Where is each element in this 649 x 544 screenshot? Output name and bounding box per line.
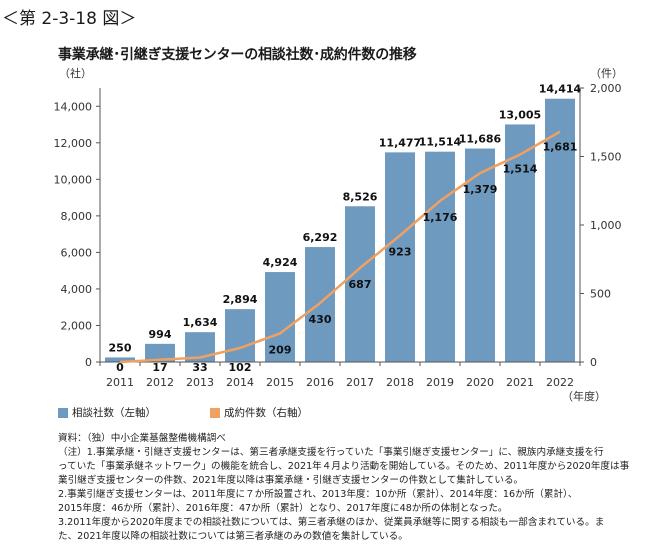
bar [145,343,175,362]
legend-line: 成約件数（右軸） [210,405,308,420]
bar [345,206,375,362]
note-1c: 業引継ぎ支援センターの件数、2021年度以降は事業承継・引継ぎ支援センターの件数… [58,475,524,486]
left-tick-label: 6,000 [61,246,93,259]
note-3b: た、2021年度以降の相談社数については第三者承継のみの数値を集計している。 [58,531,408,542]
x-axis-unit: （年度） [562,389,606,403]
right-tick-label: 1,500 [590,151,622,164]
bar [225,309,255,362]
right-tick-label: 0 [590,356,597,369]
line-value-label: 209 [269,343,292,356]
bar-value-label: 2,894 [223,293,258,306]
line-value-label: 687 [349,278,372,291]
bar-value-label: 11,514 [419,136,462,149]
line-value-label: 33 [192,361,207,374]
bar-value-label: 14,414 [539,83,582,96]
left-tick-label: 12,000 [54,137,93,150]
right-tick-label: 1,000 [590,219,622,232]
left-tick-label: 0 [85,356,92,369]
note-2b: 2015年度：46か所（累計）、2016年度：47か所（累計）となり、2017年… [58,503,508,514]
line-value-label: 1,379 [463,183,498,196]
figure-label: ＜第 2-3-18 図＞ [2,9,137,29]
line-value-label: 1,681 [543,141,578,154]
notes: 資料：（独）中小企業基盤整備機構調べ （注）1.事業承継・引継ぎ支援センターは、… [58,432,638,544]
left-tick-label: 8,000 [61,210,93,223]
bar [385,152,415,362]
left-tick-label: 14,000 [54,100,93,113]
note-1b: っていた「事業承継ネットワーク」の機能を統合し、2021年４月より活動を開始して… [58,461,630,472]
x-tick-label: 2016 [306,376,334,389]
note-3a: 3.2011年度から2020年度までの相談社数については、第三者承継のほか、従業… [58,517,605,528]
bar-value-label: 1,634 [183,316,218,329]
x-tick-label: 2014 [226,376,254,389]
bar-value-label: 13,005 [499,108,541,121]
bar [545,98,575,362]
left-axis-unit: （社） [59,66,92,80]
bar [425,151,455,362]
note-2a: 2.事業引継ぎ支援センターは、2011年度に７か所設置され、2013年度：10か… [58,489,578,500]
x-tick-label: 2021 [506,376,534,389]
legend-bar-swatch [58,407,68,418]
bar-value-label: 994 [149,328,172,341]
x-tick-label: 2019 [426,376,454,389]
line-value-label: 430 [309,313,332,326]
legend-line-label: 成約件数（右軸） [224,407,308,419]
line-value-label: 17 [152,361,167,374]
x-tick-label: 2015 [266,376,294,389]
bar-value-label: 4,924 [263,256,298,269]
bar [505,124,535,362]
x-tick-label: 2011 [106,376,134,389]
x-tick-label: 2018 [386,376,414,389]
source-note: 資料：（独）中小企業基盤整備機構調べ [58,433,226,444]
left-tick-label: 10,000 [54,173,93,186]
left-tick-label: 4,000 [61,283,93,296]
right-tick-label: 500 [590,288,611,301]
x-tick-label: 2020 [466,376,494,389]
line-value-label: 1,514 [503,163,538,176]
x-tick-label: 2022 [546,376,574,389]
bar-value-label: 11,477 [379,136,421,149]
line-value-label: 923 [389,246,412,259]
legend-bar-label: 相談社数（左軸） [72,407,156,419]
chart-title: 事業承継･引継ぎ支援センターの相談社数･成約件数の推移 [58,47,417,63]
bar-value-label: 250 [109,341,132,354]
bar-value-label: 6,292 [303,231,338,244]
bar [105,357,135,362]
line-value-label: 102 [229,361,252,374]
left-tick-label: 2,000 [61,319,93,332]
x-tick-label: 2012 [146,376,174,389]
bar [265,272,295,362]
chart-svg: （社） （件） （年度） 0 2,000 4,000 6,000 8,000 10,000 12,… [54,66,624,403]
right-axis-unit: （件） [590,67,623,80]
line-value-label: 1,176 [423,211,458,224]
bar [465,148,495,362]
legend-bar: 相談社数（左軸） [58,405,156,420]
line-value-label: 0 [116,361,124,374]
right-tick-label: 2,000 [590,82,622,95]
x-tick-label: 2013 [186,376,214,389]
bar-value-label: 8,526 [343,190,378,203]
legend-line-swatch [210,407,220,418]
bar-value-label: 11,686 [459,133,502,146]
note-1a: （注）1.事業承継・引継ぎ支援センターは、第三者承継支援を行っていた「事業引継ぎ… [58,447,604,458]
line-series [119,130,561,364]
x-tick-label: 2017 [346,376,374,389]
